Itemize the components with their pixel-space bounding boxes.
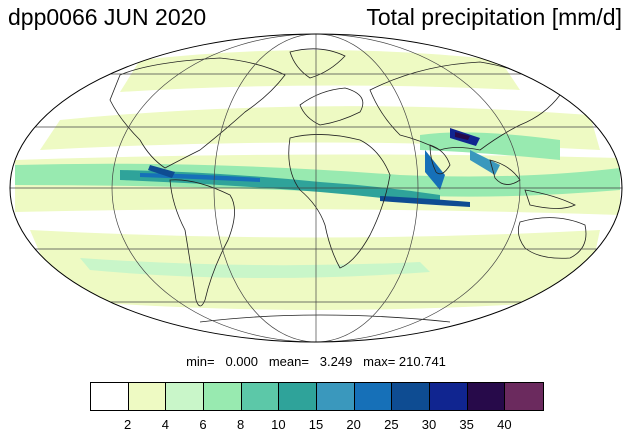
colorbar-swatch [392,383,430,410]
colorbar-tick-label: 40 [497,417,512,432]
globe-outline [9,33,623,343]
variable-title: Total precipitation [mm/d] [366,4,622,30]
colorbar-tick-label: 20 [346,417,361,432]
colorbar-swatch [241,383,280,410]
colorbar-swatch [128,383,167,410]
colorbar-tick-label: 4 [161,417,169,432]
colorbar-swatch [505,383,543,410]
colorbar-swatch [429,383,468,410]
colorbar-swatch [316,383,355,410]
colorbar-swatch [467,383,506,410]
colorbar-swatch [279,383,317,410]
colorbar-tick-labels: 2 4 6 8 10 15 20 25 30 35 40 [90,417,542,435]
colorbar-swatch [91,383,129,410]
graticule [10,34,622,342]
colorbar-swatch [166,383,204,410]
colorbar-swatch [354,383,393,410]
colorbar-tick-label: 15 [308,417,324,432]
coastlines [109,48,587,323]
map-title: dpp0066 JUN 2020 [8,4,207,30]
colorbar-tick-label: 35 [459,417,474,432]
stats-line: min= 0.000 mean= 3.249 max= 210.741 [186,354,446,369]
colorbar-tick-label: 30 [421,417,437,432]
colorbar-tick-label: 10 [271,417,286,432]
precipitation-field [15,50,620,310]
colorbar-tick-label: 25 [384,417,399,432]
colorbar-swatch [203,383,242,410]
colorbar-tick-label: 6 [199,417,207,432]
colorbar-tick-label: 8 [237,417,245,432]
colorbar [90,382,544,411]
colorbar-tick-label: 2 [124,417,132,432]
precipitation-map [9,33,623,343]
